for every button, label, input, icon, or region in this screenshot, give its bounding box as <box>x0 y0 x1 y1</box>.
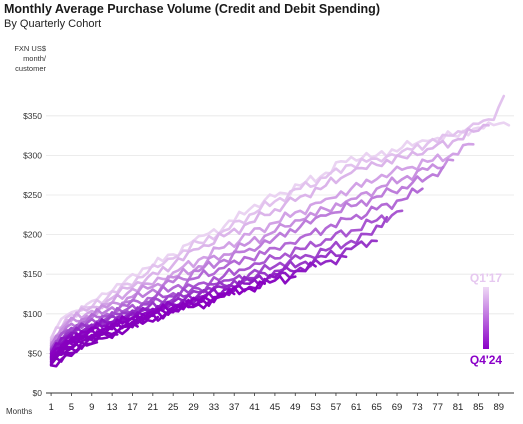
x-tick-label: 53 <box>310 402 321 413</box>
y-axis-label-line: month/ <box>23 54 46 63</box>
x-tick-label: 33 <box>209 402 220 413</box>
y-tick-label: $50 <box>28 348 42 358</box>
x-tick-label: 9 <box>89 402 94 413</box>
x-tick-label: 41 <box>249 402 260 413</box>
x-tick-label: 25 <box>168 402 179 413</box>
y-tick-label: $0 <box>33 388 43 398</box>
x-tick-label: 37 <box>229 402 240 413</box>
series-layer <box>49 94 511 368</box>
x-tick-label: 73 <box>412 402 423 413</box>
y-tick-label: $100 <box>23 309 42 319</box>
x-tick-label: 29 <box>188 402 199 413</box>
y-axis-label-line: FXN US$ <box>14 44 46 53</box>
legend-top-label: Q1'17 <box>470 271 503 285</box>
legend-bottom-label: Q4'24 <box>470 353 503 367</box>
axes: $0 $50 $100 $150 $200 $250 $300 $350 1 5 9 13 17 21 25… <box>6 111 514 416</box>
x-tick-label: 17 <box>127 402 138 413</box>
x-tick-label: 5 <box>69 402 74 413</box>
y-tick-label: $200 <box>23 230 42 240</box>
series-line <box>49 322 139 363</box>
y-axis-label-line: customer <box>15 64 46 73</box>
legend-gradient-bar <box>483 287 489 349</box>
series-line <box>49 348 78 368</box>
x-tick-label: 57 <box>331 402 342 413</box>
x-tick-label: 69 <box>392 402 403 413</box>
x-tick-label: 89 <box>493 402 504 413</box>
x-axis-label: Months <box>6 407 32 416</box>
series-line <box>49 158 455 346</box>
y-axis-label: FXN US$ month/ customer <box>2 44 46 74</box>
x-tick-label: 85 <box>473 402 484 413</box>
x-tick-label: 61 <box>351 402 362 413</box>
x-tick-label: 49 <box>290 402 301 413</box>
series-line <box>49 142 475 344</box>
x-tick-label: 21 <box>148 402 159 413</box>
y-tick-label: $350 <box>23 111 42 121</box>
x-tick-label: 45 <box>270 402 281 413</box>
x-tick-label: 1 <box>48 402 53 413</box>
series-line <box>49 123 490 342</box>
y-tick-label: $300 <box>23 150 42 160</box>
series-line <box>49 94 506 341</box>
x-tick-label: 13 <box>107 402 118 413</box>
x-tick-label: 77 <box>432 402 443 413</box>
legend: Q1'17 Q4'24 <box>470 271 503 367</box>
x-tick-label: 81 <box>453 402 464 413</box>
y-tick-label: $150 <box>23 269 42 279</box>
y-tick-label: $250 <box>23 190 42 200</box>
chart-subtitle: By Quarterly Cohort <box>4 18 102 30</box>
chart-title: Monthly Average Purchase Volume (Credit … <box>4 2 380 16</box>
x-tick-label: 65 <box>371 402 382 413</box>
